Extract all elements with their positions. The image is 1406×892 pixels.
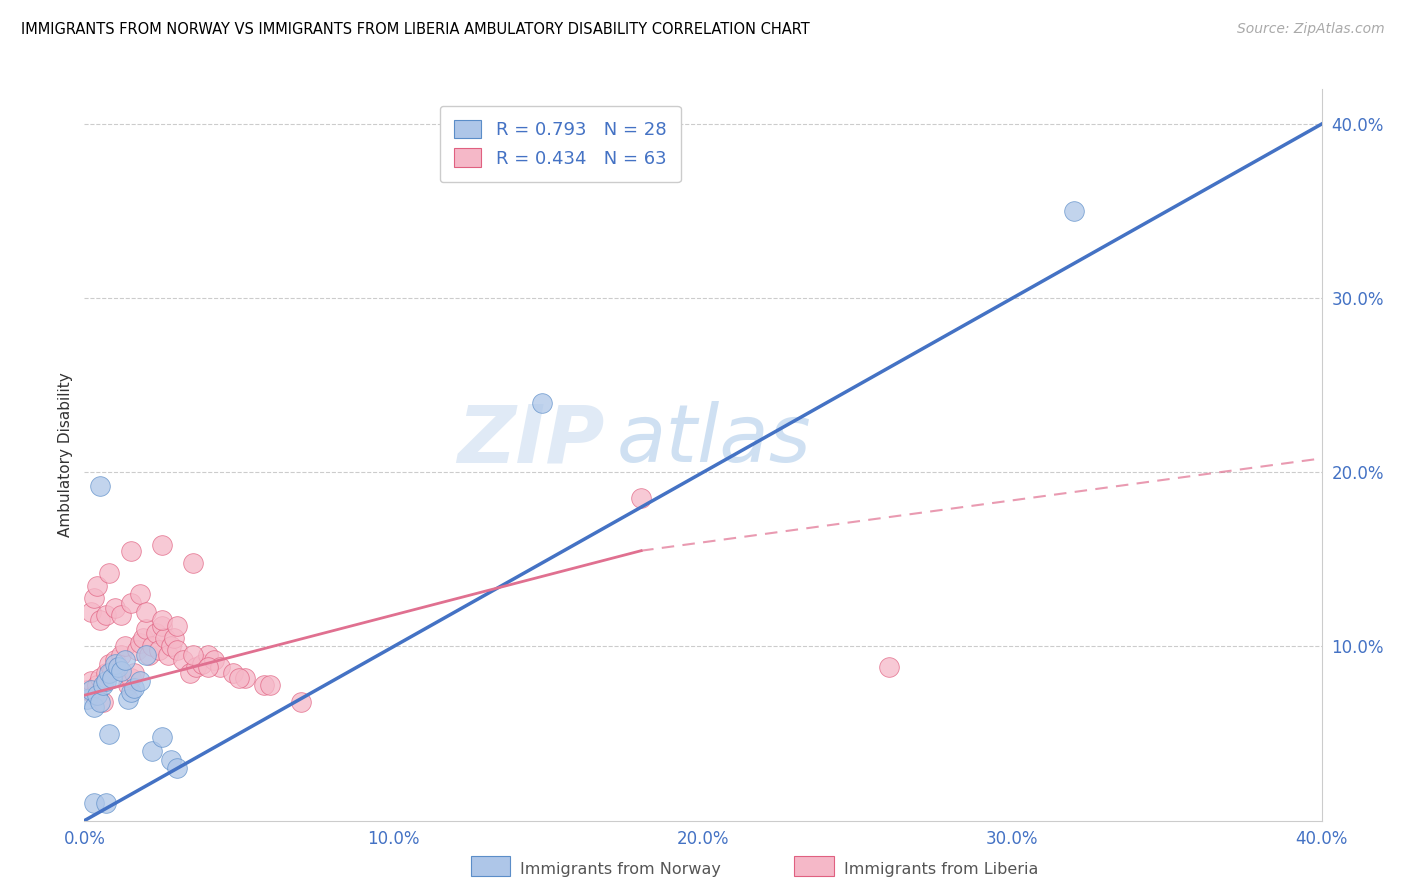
Point [114, 640, 136, 654]
Point [163, 631, 186, 645]
Point [179, 665, 201, 680]
Point [181, 556, 204, 570]
Point [184, 660, 207, 674]
Point [166, 643, 188, 657]
Point [117, 691, 139, 706]
Point [202, 653, 225, 667]
Point [253, 678, 276, 692]
Text: Immigrants from Norway: Immigrants from Norway [520, 863, 721, 877]
Point [290, 695, 312, 709]
Point [76, 691, 98, 706]
Point [125, 643, 148, 657]
Point [89, 613, 111, 627]
Point [150, 539, 173, 553]
Point [89, 671, 111, 685]
Point [89, 695, 111, 709]
Point [166, 761, 188, 775]
Point [141, 640, 163, 654]
Point [531, 395, 554, 409]
Point [98, 665, 121, 680]
Point [153, 631, 176, 645]
Point [89, 479, 111, 493]
Point [91, 695, 114, 709]
Point [94, 608, 117, 623]
Point [120, 596, 142, 610]
Point [104, 653, 127, 667]
Legend: R = 0.793   N = 28, R = 0.434   N = 63: R = 0.793 N = 28, R = 0.434 N = 63 [440, 105, 681, 182]
Point [94, 674, 117, 689]
Point [209, 660, 232, 674]
Point [877, 660, 900, 674]
Point [181, 648, 204, 663]
Point [222, 665, 245, 680]
Point [117, 678, 139, 692]
Point [191, 657, 214, 671]
Point [135, 622, 157, 636]
Point [83, 591, 105, 605]
Point [94, 796, 117, 810]
Point [120, 671, 142, 685]
Point [228, 671, 250, 685]
Point [166, 618, 188, 632]
Point [122, 681, 145, 696]
Point [630, 491, 652, 506]
Text: atlas: atlas [616, 401, 811, 479]
Point [79, 683, 101, 698]
Point [233, 671, 256, 685]
Point [101, 664, 124, 678]
Point [129, 636, 152, 650]
Point [83, 688, 105, 702]
Point [259, 678, 281, 692]
Point [120, 543, 142, 558]
Point [79, 674, 101, 689]
Point [129, 587, 152, 601]
Point [197, 660, 219, 674]
Point [104, 657, 127, 671]
Text: ZIP: ZIP [457, 401, 605, 479]
Point [135, 605, 157, 619]
Point [76, 683, 98, 698]
Point [110, 664, 132, 678]
Point [135, 648, 157, 663]
Point [114, 653, 136, 667]
Point [86, 578, 108, 592]
Point [129, 674, 152, 689]
Text: Source: ZipAtlas.com: Source: ZipAtlas.com [1237, 22, 1385, 37]
Point [160, 753, 183, 767]
Point [138, 648, 160, 663]
Point [79, 605, 101, 619]
Text: IMMIGRANTS FROM NORWAY VS IMMIGRANTS FROM LIBERIA AMBULATORY DISABILITY CORRELAT: IMMIGRANTS FROM NORWAY VS IMMIGRANTS FRO… [21, 22, 810, 37]
Point [172, 653, 194, 667]
Point [148, 643, 170, 657]
Point [94, 665, 117, 680]
Point [110, 608, 132, 623]
Point [86, 688, 108, 702]
Y-axis label: Ambulatory Disability: Ambulatory Disability [58, 373, 73, 537]
Point [150, 618, 173, 632]
Point [101, 671, 124, 685]
Point [145, 625, 167, 640]
Point [98, 657, 121, 671]
Point [160, 640, 183, 654]
Point [122, 665, 145, 680]
Text: Immigrants from Liberia: Immigrants from Liberia [844, 863, 1038, 877]
Point [98, 566, 121, 581]
Point [104, 601, 127, 615]
Point [83, 700, 105, 714]
Point [120, 685, 142, 699]
Point [156, 648, 179, 663]
Point [1063, 204, 1085, 219]
Point [83, 796, 105, 810]
Point [107, 660, 129, 674]
Point [150, 613, 173, 627]
Point [141, 744, 163, 758]
Point [91, 678, 114, 692]
Point [107, 660, 129, 674]
Point [98, 726, 121, 740]
Point [197, 648, 219, 663]
Point [132, 631, 155, 645]
Point [110, 648, 132, 663]
Point [150, 730, 173, 744]
Point [86, 678, 108, 692]
